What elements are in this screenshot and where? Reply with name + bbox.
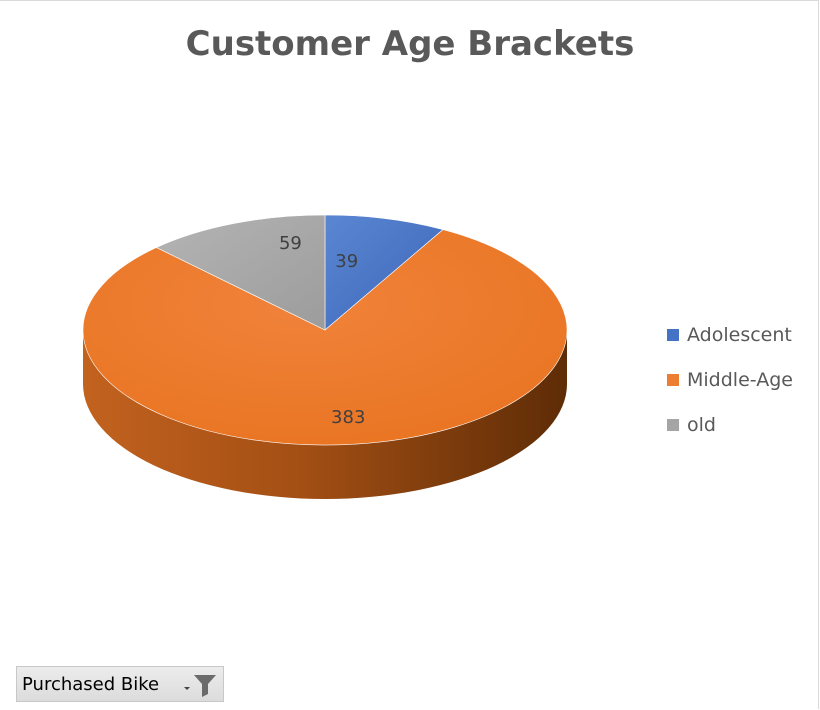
pie-slice-old (155, 214, 326, 331)
legend-label: Adolescent (687, 323, 792, 346)
legend-item-middle-age: Middle-Age (667, 357, 793, 402)
filter-label: Purchased Bike (22, 673, 160, 695)
pie-side-middle-age (83, 330, 567, 499)
legend-swatch (667, 418, 679, 431)
legend-item-old: old (667, 402, 793, 447)
legend-label: old (687, 413, 716, 436)
purchased-bike-filter-button[interactable]: Purchased Bike (16, 666, 224, 702)
legend-item-adolescent: Adolescent (667, 312, 793, 357)
legend-swatch (667, 373, 679, 386)
data-label-middle-age: 383 (331, 407, 365, 428)
legend-label: Middle-Age (687, 368, 793, 391)
legend: Adolescent Middle-Age old (667, 312, 793, 447)
data-label-old: 59 (279, 233, 302, 254)
pie-slice-adolescent (324, 214, 444, 331)
data-label-adolescent: 39 (335, 251, 358, 272)
filter-dropdown-icon (179, 667, 223, 701)
pie-slice-middle-age (82, 229, 568, 446)
chart-title: Customer Age Brackets (185, 24, 635, 64)
legend-swatch (667, 328, 679, 341)
